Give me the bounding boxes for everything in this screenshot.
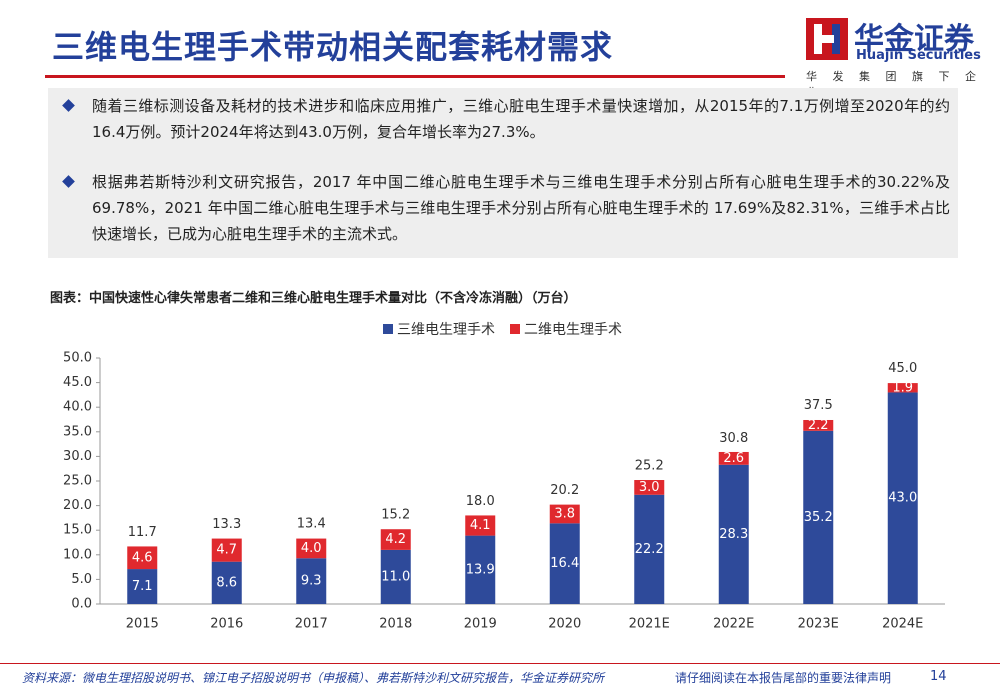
x-tick-label: 2015 [126,617,159,632]
bar-segment [380,549,411,604]
legend-label: 二维电生理手术 [524,322,622,338]
chart-title: 图表：中国快速性心律失常患者二维和三维心脏电生理手术量对比（不含冷冻消融）（万台… [50,291,577,306]
value-label: 2.2 [808,418,829,433]
total-label: 45.0 [888,361,917,376]
value-label: 35.2 [804,510,833,525]
y-tick-label: 10.0 [63,547,92,562]
value-label: 3.0 [639,480,660,495]
total-label: 37.5 [804,398,833,413]
bullet-text: 根据弗若斯特沙利文研究报告，2017 年中国二维心脏电生理手术与三维电生理手术分… [92,173,950,243]
total-label: 30.8 [719,431,748,446]
x-tick-label: 2018 [379,617,412,632]
logo-icon [806,18,848,60]
bar-segment [803,430,834,604]
bar-segment [296,558,327,604]
bar-segment [127,569,158,604]
value-label: 11.0 [381,569,410,584]
x-tick-label: 2017 [295,617,328,632]
bar-segment [634,480,665,495]
logo-english: Huajin Securities [856,48,981,63]
footer-rule [0,663,1000,664]
x-tick-label: 2022E [713,617,754,632]
y-tick-label: 50.0 [63,351,92,366]
bar-segment [803,419,834,431]
value-label: 28.3 [719,527,748,542]
x-tick-label: 2023E [798,617,839,632]
value-label: 13.9 [466,562,495,577]
bar-segment [465,535,496,604]
y-tick-label: 25.0 [63,474,92,489]
slide-title: 三维电生理手术带动相关配套耗材需求 [52,28,614,66]
value-label: 1.9 [892,380,913,395]
summary-box [48,88,958,258]
value-label: 4.1 [470,518,491,533]
value-label: 16.4 [550,556,579,571]
value-label: 43.0 [888,491,917,506]
bar-segment [465,515,496,536]
y-tick-label: 15.0 [63,523,92,538]
bar-segment [127,546,158,570]
legal-notice: 请仔细阅读在本报告尾部的重要法律声明 [675,671,892,685]
x-tick-label: 2016 [210,617,243,632]
bar-segment [887,392,918,604]
value-label: 2.6 [723,451,744,466]
bar-segment [634,494,665,604]
total-label: 13.4 [297,517,326,532]
y-tick-label: 35.0 [63,424,92,439]
y-tick-label: 30.0 [63,449,92,464]
bar-segment [211,538,242,562]
value-label: 8.6 [216,575,237,590]
total-label: 20.2 [550,483,579,498]
total-label: 18.0 [466,494,495,509]
source-note: 资料来源：微电生理招股说明书、锦江电子招股说明书（申报稿）、弗若斯特沙利文研究报… [22,671,605,685]
bar-segment [549,504,580,524]
bullet-text: 随着三维标测设备及耗材的技术进步和临床应用推广，三维心脏电生理手术量快速增加，从… [92,97,950,141]
value-label: 9.3 [301,574,322,589]
bar-segment [211,561,242,604]
value-label: 3.8 [554,506,575,521]
y-tick-label: 45.0 [63,375,92,390]
y-tick-label: 20.0 [63,498,92,513]
title-rule [45,75,785,78]
value-label: 4.2 [385,532,406,547]
x-tick-label: 2024E [882,617,923,632]
value-label: 7.1 [132,579,153,594]
total-label: 25.2 [635,459,664,474]
y-tick-label: 40.0 [63,400,92,415]
total-label: 15.2 [381,508,410,523]
total-label: 11.7 [128,525,157,540]
x-tick-label: 2021E [629,617,670,632]
chart: 0.0 5.0 10.0 15.0 20.0 25.0 30.0 35.0 40.0 45.0 50… [63,322,945,632]
y-tick-label: 0.0 [71,597,92,612]
bar-segment [380,529,411,550]
x-tick-label: 2019 [464,617,497,632]
bar-segment [549,523,580,604]
value-label: 4.0 [301,541,322,556]
total-label: 13.3 [212,517,241,532]
x-tick-label: 2020 [548,617,581,632]
bar-segment [718,451,749,465]
page-number: 14 [930,669,947,684]
bar-segment [887,383,918,393]
legend-swatch [383,324,393,334]
value-label: 4.6 [132,550,153,565]
value-label: 22.2 [635,542,664,557]
y-tick-label: 5.0 [71,572,92,587]
bar-segment [718,464,749,604]
legend-swatch [510,324,520,334]
value-label: 4.7 [216,543,237,558]
logo-name: 华金证券 [854,22,974,57]
bar-segment [296,538,327,559]
legend-label: 三维电生理手术 [397,322,495,338]
